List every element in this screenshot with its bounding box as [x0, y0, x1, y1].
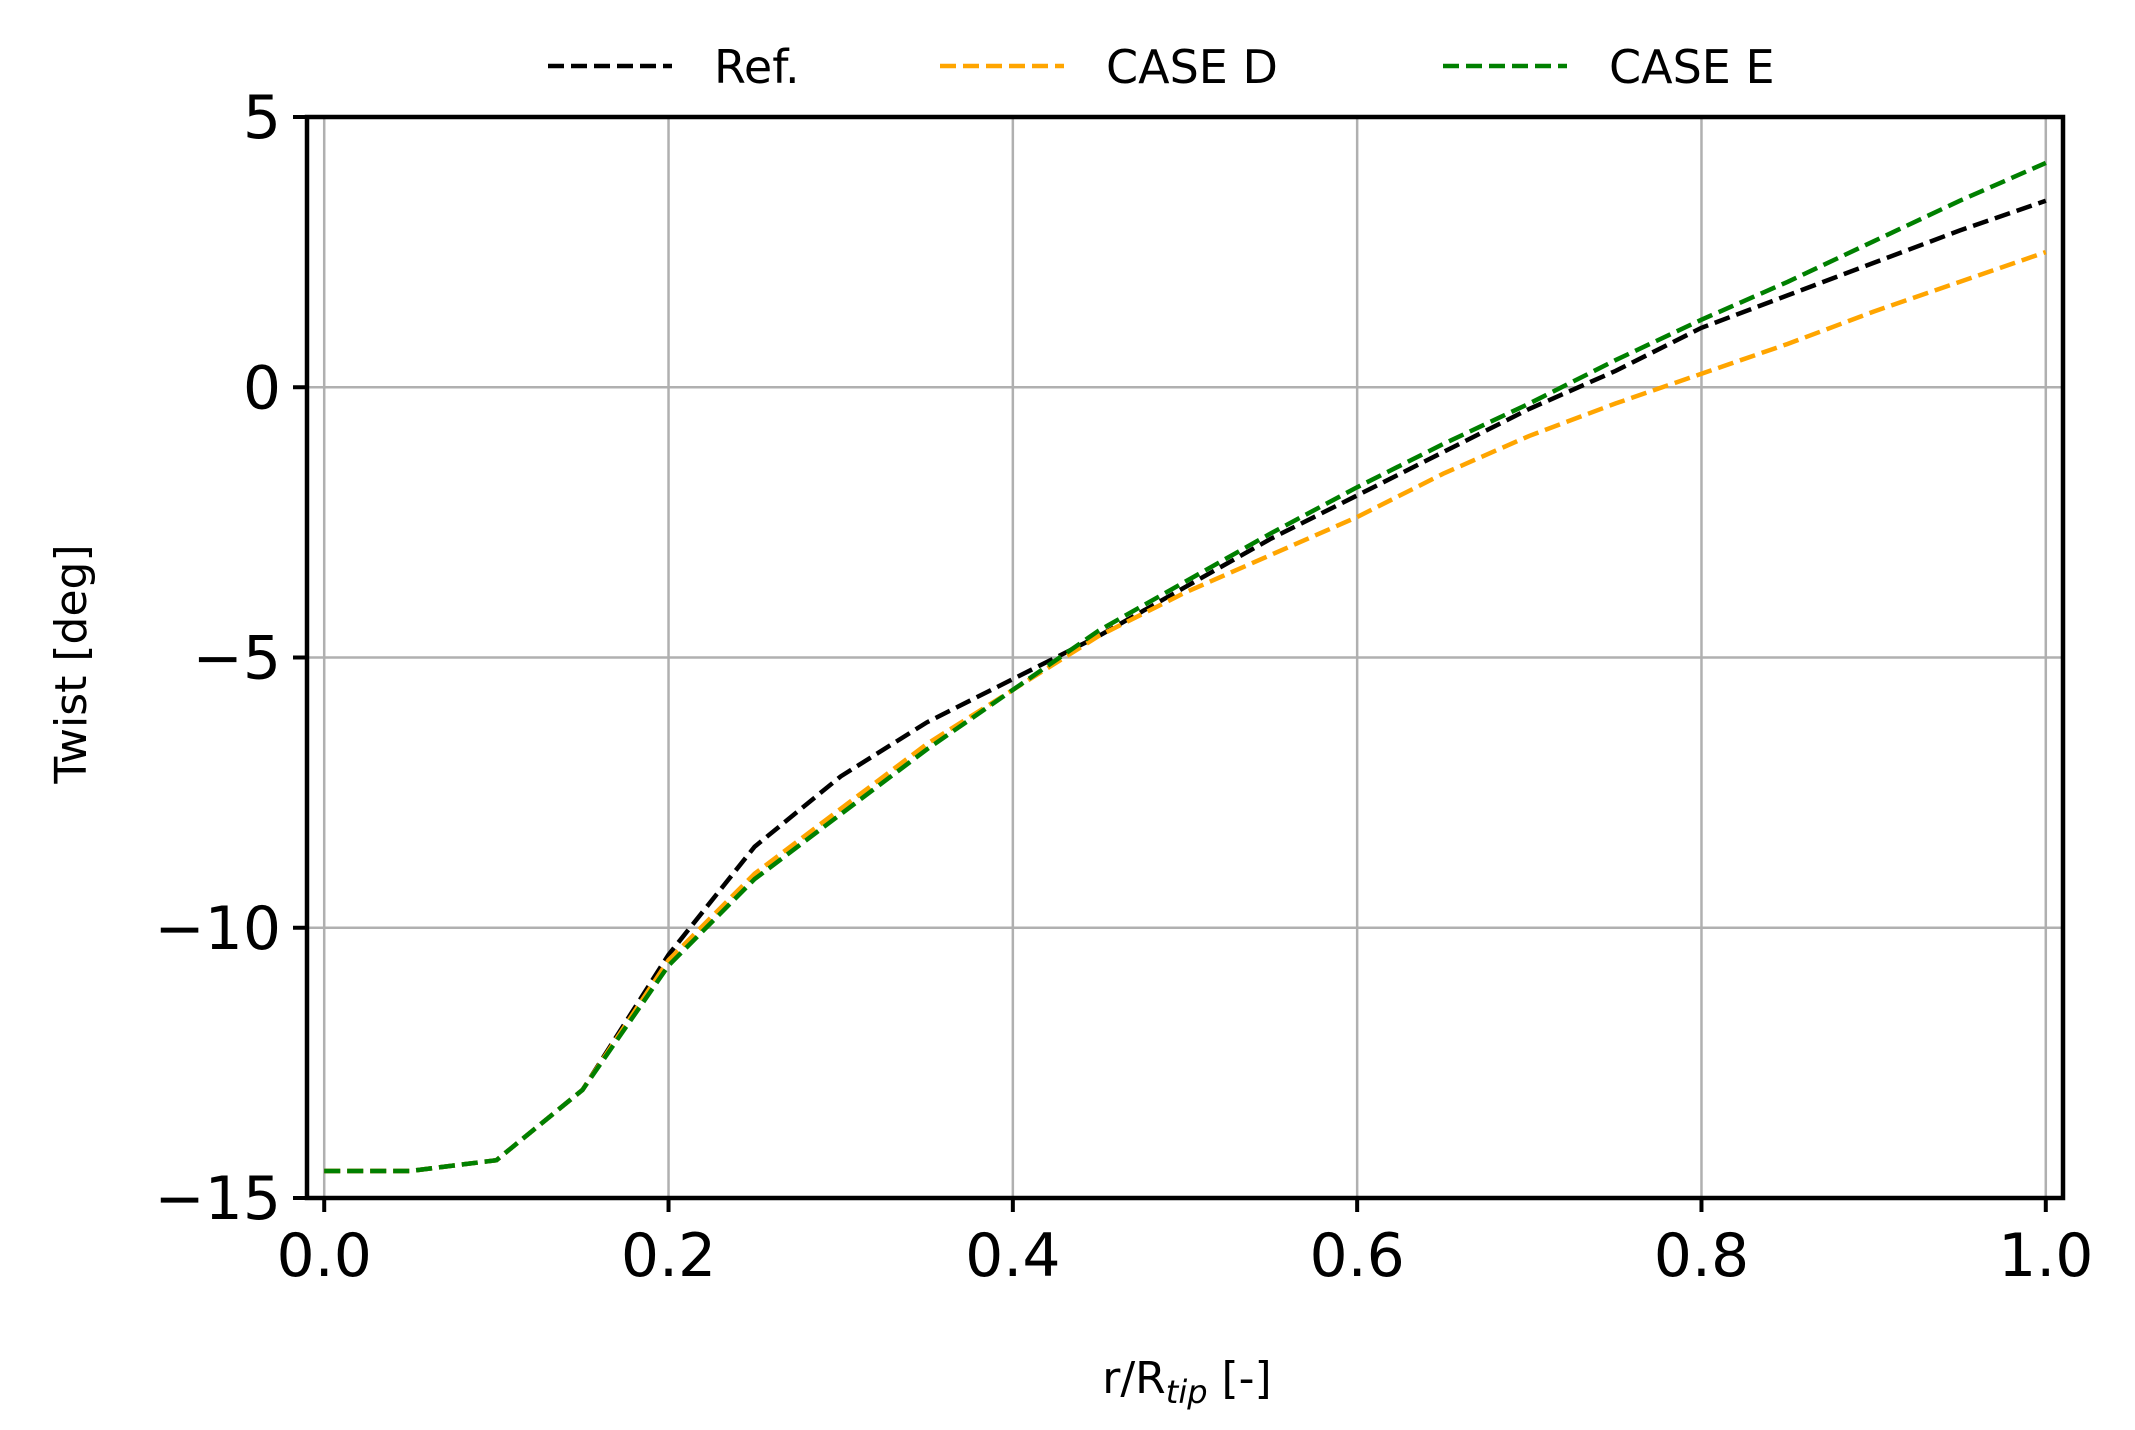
x-tick-label: 1.0 [1998, 1221, 2093, 1291]
y-tick-label: −10 [154, 894, 281, 964]
legend: Ref. CASE D CASE E [548, 40, 1775, 94]
y-tick-label: 0 [243, 353, 281, 423]
y-tick-label: 5 [243, 83, 281, 153]
x-tick-label: 0.6 [1309, 1221, 1404, 1291]
legend-label-case-e: CASE E [1609, 40, 1775, 94]
x-tick-label: 0.4 [965, 1221, 1060, 1291]
x-axis-label-unit: [-] [1208, 1353, 1272, 1404]
y-axis-ticks: −15 −10 −5 0 5 [154, 83, 307, 1234]
grid-lines [307, 115, 2063, 1200]
legend-label-case-d: CASE D [1106, 40, 1278, 94]
x-axis-ticks: 0.0 0.2 0.4 0.6 0.8 1.0 [277, 1198, 2093, 1291]
x-tick-label: 0.8 [1654, 1221, 1749, 1291]
series-lines [324, 160, 2047, 1174]
y-tick-label: −15 [154, 1164, 281, 1234]
x-axis-label-subscript: tip [1166, 1373, 1208, 1411]
x-tick-label: 0.0 [277, 1221, 372, 1291]
x-axis-label: r/Rtip [-] [1102, 1353, 1271, 1411]
series-line-case-e [324, 160, 2047, 1174]
x-axis-label-main: r/R [1102, 1353, 1166, 1404]
legend-label-ref: Ref. [714, 40, 800, 94]
y-tick-label: −5 [193, 624, 281, 694]
x-tick-label: 0.2 [621, 1221, 716, 1291]
y-axis-label: Twist [deg] [46, 544, 97, 784]
series-line-case-d [324, 249, 2047, 1174]
